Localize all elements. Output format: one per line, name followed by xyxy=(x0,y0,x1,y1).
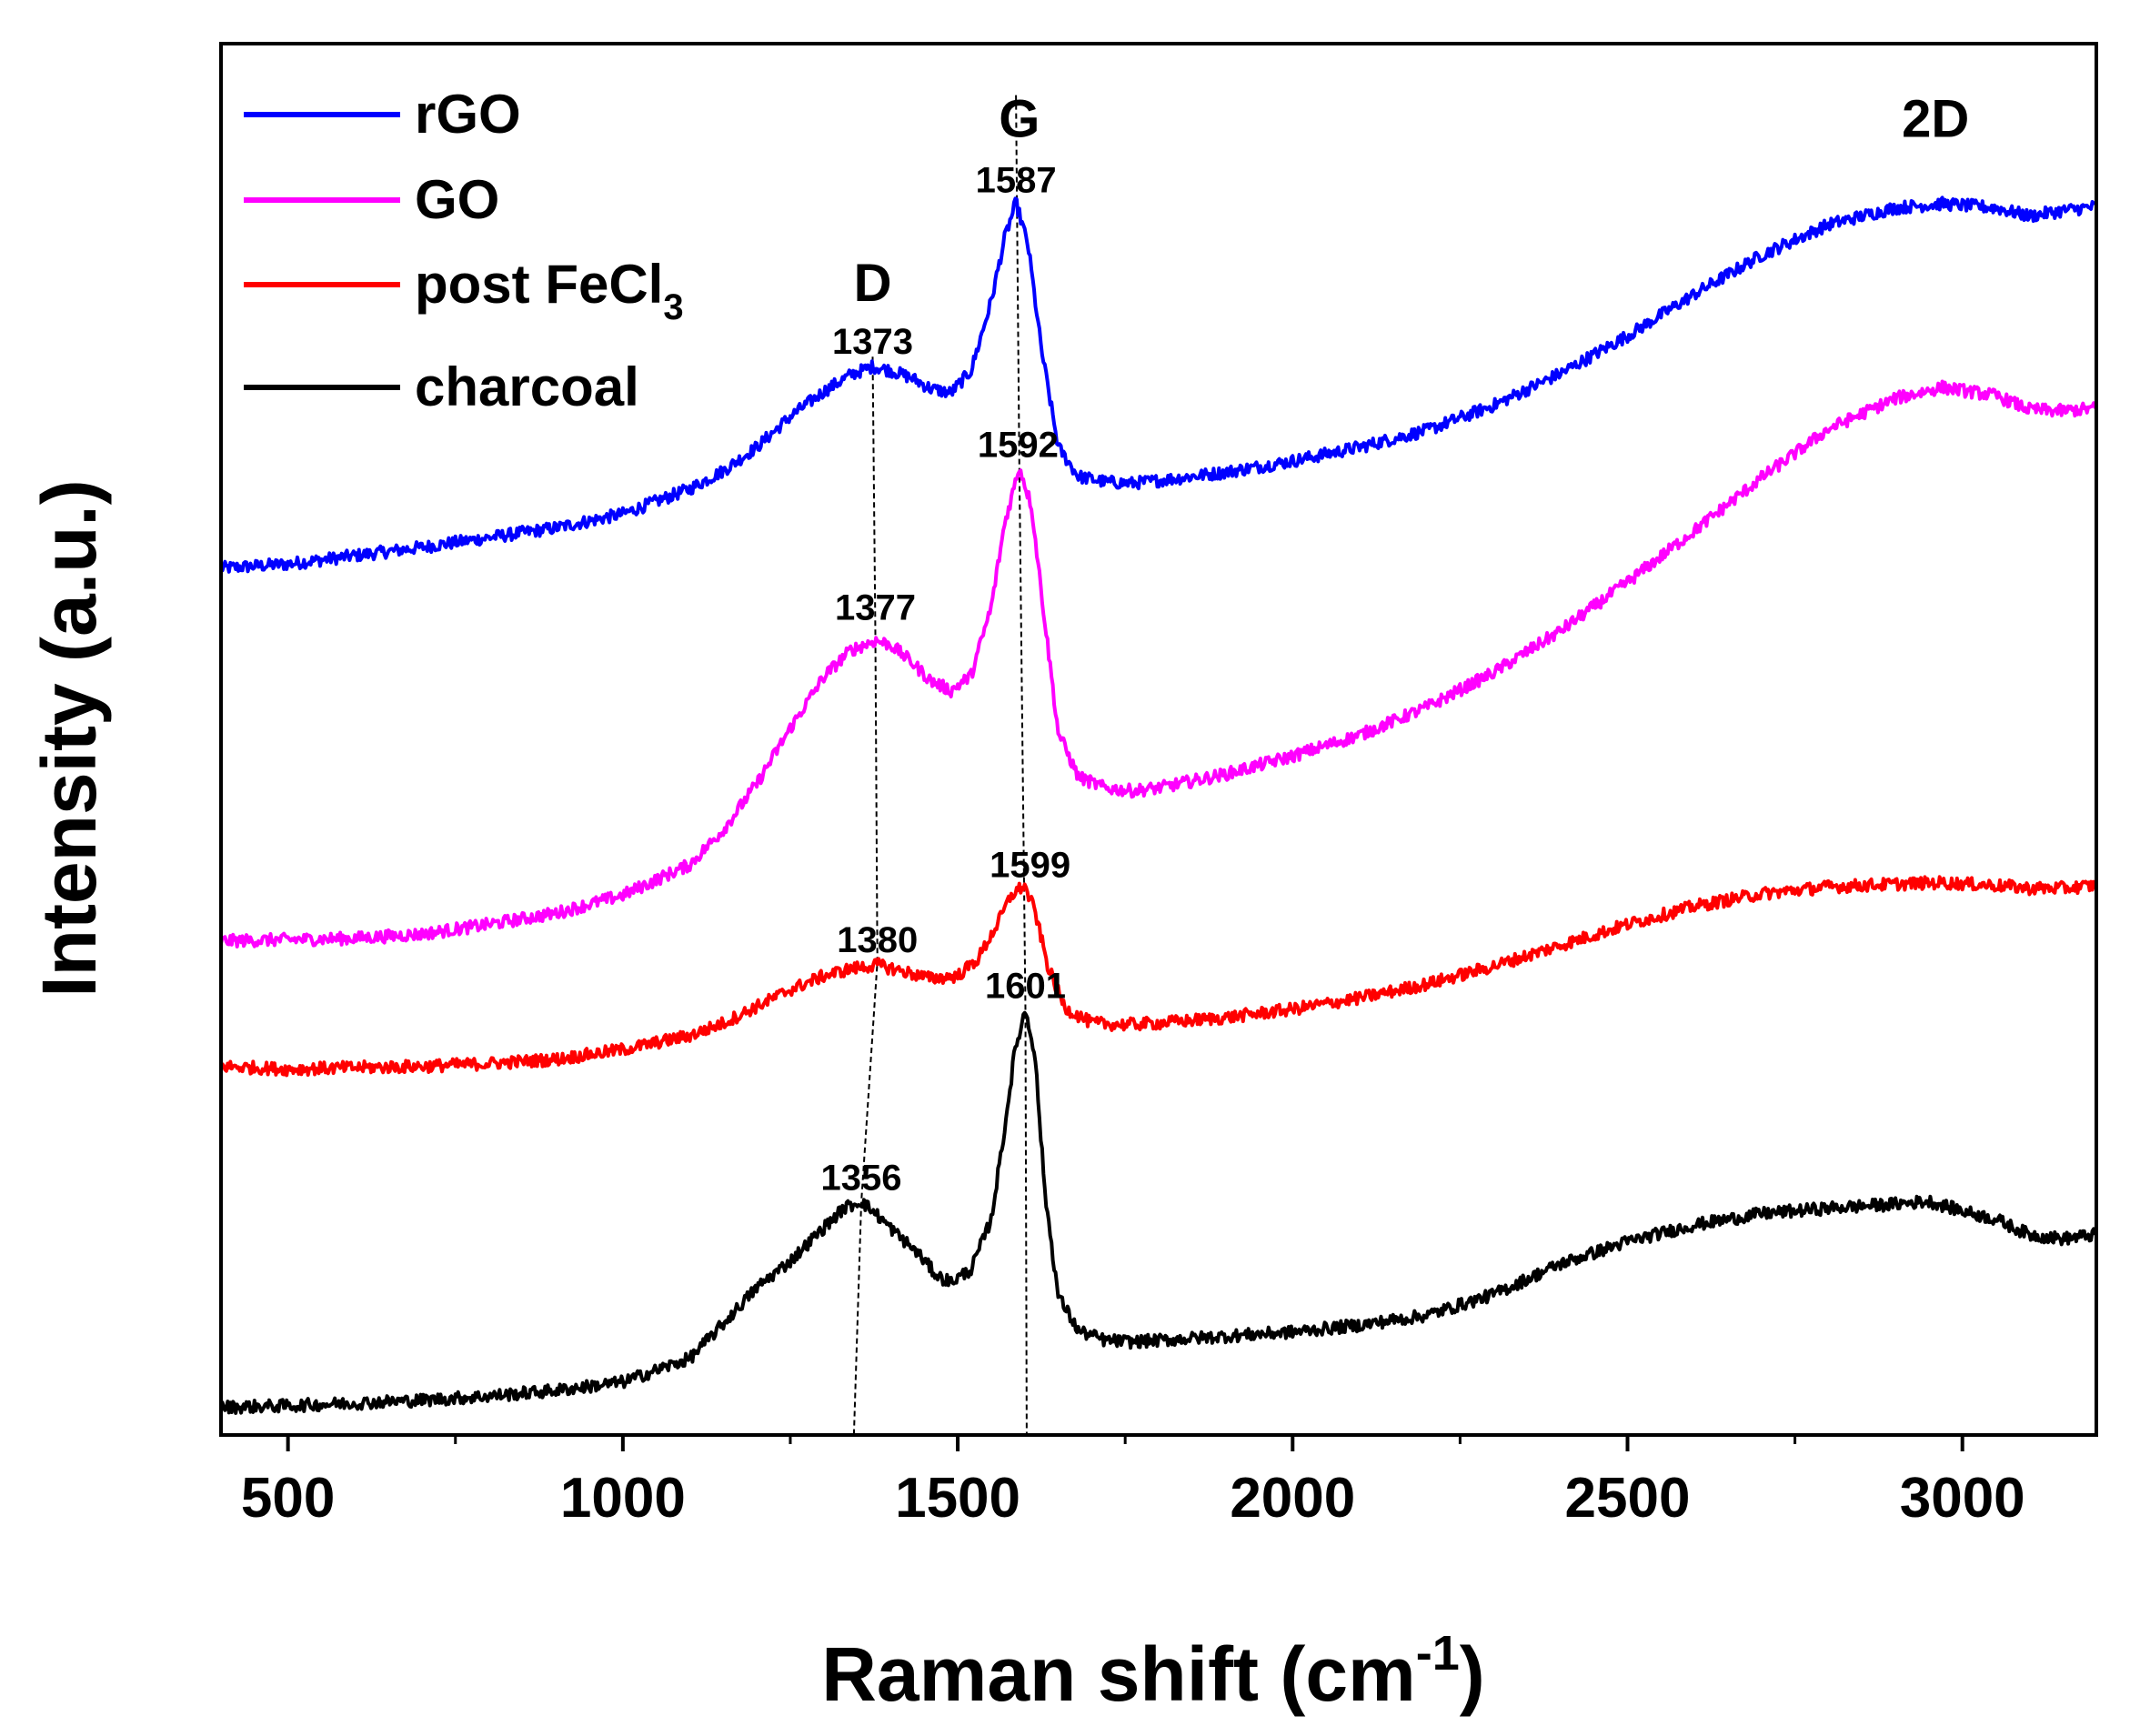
peak-label: 1373 xyxy=(832,322,913,362)
x-axis-title: Raman shift (cm-1) xyxy=(821,1626,1484,1717)
band-label-2D: 2D xyxy=(1902,90,1969,149)
x-axis-title-end: ) xyxy=(1460,1631,1485,1717)
peak-label: 1380 xyxy=(837,920,918,960)
y-axis-title: Intensity (a.u.) xyxy=(26,479,112,997)
x-axis-title-superscript: -1 xyxy=(1416,1626,1460,1681)
peak-label: 1601 xyxy=(985,967,1066,1007)
legend-label-3: post FeCl3 xyxy=(415,254,684,327)
series-line-rgo xyxy=(219,196,2097,574)
x-tick-label: 500 xyxy=(241,1467,335,1530)
peak-label: 1587 xyxy=(976,161,1057,201)
band-label-D: D xyxy=(854,254,892,313)
peak-label: 1356 xyxy=(821,1159,902,1199)
legend-label-text: rGO xyxy=(415,84,521,145)
legend-label-text: charcoal xyxy=(415,356,639,417)
x-tick-label: 2000 xyxy=(1230,1467,1355,1530)
series-line-charcoal xyxy=(219,1010,2098,1415)
series-group xyxy=(219,196,2098,1415)
x-axis: 500 1000 1500 2000 2500 3000 xyxy=(241,1435,2025,1530)
series-line-go xyxy=(219,379,2098,948)
peak-label: 1592 xyxy=(978,425,1059,465)
legend-label-4: charcoal xyxy=(415,356,639,417)
plot-frame xyxy=(219,42,2098,1437)
legend-label-2: GO xyxy=(415,169,499,230)
x-axis-title-main: Raman shift (cm xyxy=(821,1631,1415,1717)
legend-label-text: post FeCl xyxy=(415,254,663,315)
x-tick-label: 2500 xyxy=(1565,1467,1691,1530)
legend-label-subscript: 3 xyxy=(663,287,683,327)
guide-line-G xyxy=(1015,95,1028,1436)
peak-label: 1377 xyxy=(835,587,916,627)
band-label-G: G xyxy=(999,90,1040,149)
annotations-group: D G 2D 1587 1373 1592 1377 1599 1380 1601 1356 xyxy=(821,90,1970,1199)
series-line-post-fecl3 xyxy=(220,875,2098,1078)
x-tick-label: 3000 xyxy=(1900,1467,2025,1530)
x-tick-label: 1500 xyxy=(895,1467,1020,1530)
legend-label-text: GO xyxy=(415,169,499,230)
legend-label-1: rGO xyxy=(415,84,521,145)
peak-label: 1599 xyxy=(990,845,1070,885)
legend: rGO GO post FeCl3 charcoal xyxy=(244,84,684,417)
x-tick-label: 1000 xyxy=(560,1467,686,1530)
